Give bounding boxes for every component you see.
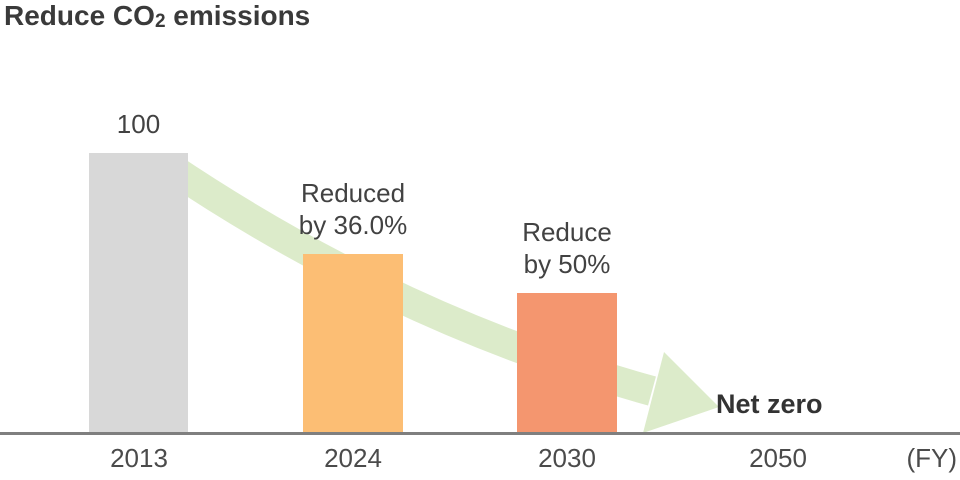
net-zero-label: Net zero <box>716 389 823 419</box>
chart-title: Reduce CO2 emissions <box>4 0 310 32</box>
x-tick-label: 2013 <box>110 443 168 473</box>
chart-title-suffix: emissions <box>165 0 311 31</box>
bar <box>517 293 617 434</box>
bar-value-label: Reduced by 36.0% <box>298 178 408 240</box>
x-axis-line <box>0 432 960 435</box>
bar-value-label: Reduce by 50% <box>522 217 612 279</box>
bar <box>89 153 188 434</box>
bar-value-label: 100 <box>116 109 161 139</box>
chart-title-prefix: Reduce CO <box>4 0 155 31</box>
trend-arrow-head <box>643 352 719 433</box>
x-tick-label: 2024 <box>324 443 382 473</box>
x-axis-unit-label: (FY) <box>906 443 957 473</box>
x-tick-label: 2030 <box>538 443 596 473</box>
bar <box>303 254 403 434</box>
x-tick-label: 2050 <box>749 443 807 473</box>
chart-title-subscript: 2 <box>154 11 166 32</box>
